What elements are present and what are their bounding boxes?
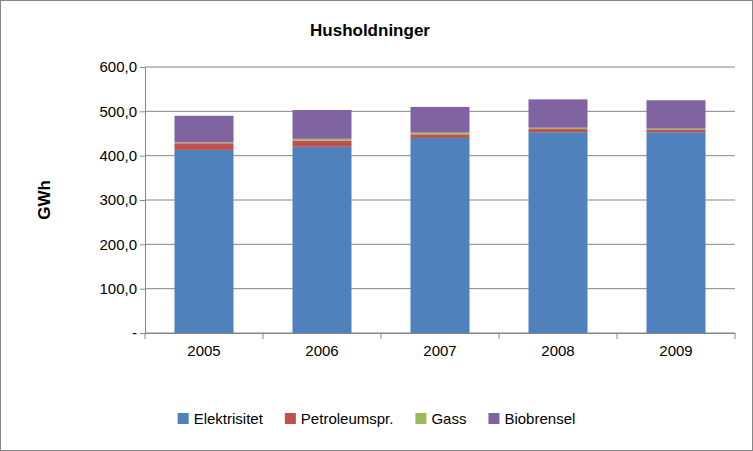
bar (175, 143, 234, 150)
y-tick-label: 500,0 (99, 103, 137, 120)
y-tick-mark (140, 200, 145, 201)
series (175, 132, 706, 333)
legend-item: Gass (415, 410, 466, 427)
legend-label: Biobrensel (504, 410, 575, 427)
bar (293, 110, 352, 139)
y-tick-label: - (132, 324, 137, 341)
bar (647, 130, 706, 132)
series (175, 99, 706, 142)
chart-frame (1, 1, 753, 451)
category-separator (381, 333, 382, 339)
x-tick: 2006 (305, 333, 338, 359)
y-tick: 200,0 (99, 236, 145, 253)
bars (175, 99, 706, 333)
x-tick-label: 2005 (187, 342, 220, 359)
category-separator (145, 333, 146, 339)
bar (647, 132, 706, 333)
chart: -100,0200,0300,0400,0500,0600,0200520062… (0, 0, 753, 451)
y-tick-label: 100,0 (99, 280, 137, 297)
legend-item: Elektrisitet (178, 410, 264, 427)
legend-item: Biobrensel (488, 410, 575, 427)
y-tick-mark (140, 156, 145, 157)
bar (293, 141, 352, 147)
bar (411, 107, 470, 133)
grid (145, 67, 735, 333)
bar (411, 133, 470, 135)
y-tick-mark (140, 111, 145, 112)
bar (647, 129, 706, 130)
x-tick: 2009 (659, 333, 692, 359)
y-axis: - 100,0 200,0 300,0 400,0 500,0 600,0 (99, 58, 145, 341)
bar (175, 116, 234, 143)
bar (411, 134, 470, 138)
y-tick-label: 600,0 (99, 58, 137, 75)
x-axis-line (146, 333, 736, 334)
legend-swatch (488, 413, 499, 424)
y-tick: 400,0 (99, 147, 145, 164)
x-tick-label: 2009 (659, 342, 692, 359)
y-axis-line (145, 68, 146, 334)
bar (529, 132, 588, 333)
y-tick-mark (140, 244, 145, 245)
y-tick-label: 200,0 (99, 236, 137, 253)
category-separator (735, 333, 736, 339)
y-tick: - (132, 324, 145, 341)
bar (411, 138, 470, 333)
bar (175, 150, 234, 333)
x-tick-label: 2008 (541, 342, 574, 359)
bar (647, 100, 706, 128)
y-tick-mark (140, 333, 145, 334)
x-tick-label: 2006 (305, 342, 338, 359)
y-tick-label: 400,0 (99, 147, 137, 164)
legend-label: Gass (431, 410, 466, 427)
x-axis: 2005 2006 2007 2008 2009 (145, 333, 736, 359)
y-tick: 500,0 (99, 103, 145, 120)
y-axis-title: GWh (35, 180, 54, 220)
legend-label: Petroleumspr. (301, 410, 394, 427)
plot: -100,0200,0300,0400,0500,0600,0200520062… (99, 58, 735, 358)
title: Husholdninger (310, 21, 430, 40)
bar (293, 139, 352, 141)
x-tick: 2005 (187, 333, 220, 359)
bar (529, 99, 588, 127)
bar (529, 129, 588, 132)
legend-swatch (415, 413, 426, 424)
x-tick: 2007 (423, 333, 456, 359)
y-tick: 600,0 (99, 58, 145, 75)
category-separator (617, 333, 618, 339)
y-tick: 100,0 (99, 280, 145, 297)
y-tick-mark (140, 67, 145, 68)
legend-swatch (285, 413, 296, 424)
bar (293, 147, 352, 333)
x-tick-label: 2007 (423, 342, 456, 359)
category-separator (499, 333, 500, 339)
legend-item: Petroleumspr. (285, 410, 394, 427)
grid-line (145, 67, 735, 68)
x-tick: 2008 (541, 333, 574, 359)
category-separators (145, 333, 735, 339)
category-separator (263, 333, 264, 339)
y-tick-mark (140, 289, 145, 290)
legend: Elektrisitet Petroleumspr. Gass Biobrensel (178, 410, 576, 427)
legend-label: Elektrisitet (194, 410, 264, 427)
bar (529, 128, 588, 129)
y-tick: 300,0 (99, 191, 145, 208)
legend-swatch (178, 413, 189, 424)
y-tick-label: 300,0 (99, 191, 137, 208)
